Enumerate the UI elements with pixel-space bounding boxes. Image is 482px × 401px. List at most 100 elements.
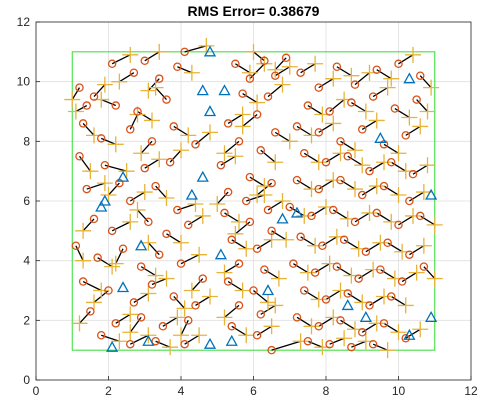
error-line bbox=[336, 66, 352, 77]
estimate-marker bbox=[191, 327, 208, 344]
estimate-marker bbox=[357, 103, 374, 120]
true-position-marker bbox=[386, 157, 396, 167]
true-position-marker bbox=[180, 47, 189, 57]
anchor-marker bbox=[425, 311, 438, 323]
estimate-marker bbox=[281, 58, 298, 75]
error-line bbox=[296, 125, 312, 136]
estimate-marker bbox=[376, 288, 392, 305]
error-line bbox=[166, 233, 182, 244]
x-tick-label: 0 bbox=[33, 384, 40, 398]
anchor-marker bbox=[359, 311, 372, 323]
estimate-marker bbox=[202, 288, 218, 305]
true-position-marker bbox=[223, 119, 233, 128]
estimate-marker bbox=[325, 172, 342, 189]
true-position-marker bbox=[299, 286, 309, 295]
error-line bbox=[361, 185, 378, 196]
error-line bbox=[347, 292, 363, 303]
error-line bbox=[169, 149, 182, 163]
error-line bbox=[380, 269, 396, 280]
estimate-marker bbox=[263, 318, 280, 335]
axis-ticks: 0 2 4 6 8 10 12 0 2 4 6 8 10 12 bbox=[17, 15, 478, 398]
estimate-marker bbox=[325, 115, 342, 132]
error-line bbox=[231, 239, 247, 250]
estimate-marker bbox=[67, 103, 84, 120]
true-position-marker bbox=[82, 101, 92, 110]
true-position-marker bbox=[350, 217, 360, 227]
true-position-marker bbox=[165, 157, 175, 167]
error-line bbox=[235, 63, 251, 74]
error-line bbox=[97, 257, 113, 268]
estimate-marker bbox=[183, 64, 200, 81]
error-line bbox=[289, 206, 305, 217]
true-position-marker bbox=[372, 208, 381, 218]
estimate-marker bbox=[234, 106, 251, 123]
estimate-marker bbox=[408, 264, 425, 281]
true-position-marker bbox=[126, 196, 135, 206]
error-line bbox=[147, 78, 160, 92]
true-position-marker bbox=[405, 250, 414, 259]
anchor-marker bbox=[116, 281, 130, 293]
estimate-marker bbox=[93, 282, 110, 299]
error-line bbox=[242, 93, 258, 104]
error-line bbox=[405, 125, 421, 136]
estimate-marker bbox=[415, 184, 432, 201]
true-position-marker bbox=[183, 220, 193, 230]
error-line bbox=[173, 296, 186, 309]
estimate-marker bbox=[260, 294, 276, 311]
error-line bbox=[220, 155, 236, 166]
true-position-marker bbox=[365, 166, 374, 176]
true-position-marker bbox=[415, 211, 425, 221]
error-line bbox=[151, 277, 167, 286]
true-position-marker bbox=[89, 214, 99, 224]
true-position-marker bbox=[75, 151, 84, 161]
true-position-marker bbox=[263, 205, 273, 215]
error-line bbox=[227, 113, 243, 124]
true-position-marker bbox=[270, 128, 280, 137]
true-position-marker bbox=[314, 83, 323, 92]
true-position-marker bbox=[216, 160, 226, 170]
anchor-marker bbox=[185, 188, 198, 200]
estimate-marker bbox=[274, 76, 291, 93]
estimate-marker bbox=[405, 46, 421, 63]
estimate-marker bbox=[383, 70, 400, 87]
error-line bbox=[267, 200, 283, 211]
estimate-marker bbox=[325, 70, 342, 87]
true-position-marker bbox=[292, 313, 302, 322]
estimate-marker bbox=[198, 37, 215, 54]
estimate-marker bbox=[249, 94, 266, 111]
true-position-marker bbox=[336, 175, 345, 185]
estimate-marker bbox=[270, 270, 287, 287]
anchor-marker bbox=[425, 188, 438, 200]
error-line bbox=[419, 75, 432, 89]
estimate-marker bbox=[122, 46, 139, 63]
error-line bbox=[82, 218, 95, 232]
estimate-marker bbox=[267, 297, 284, 314]
error-line bbox=[318, 78, 334, 89]
error-line bbox=[303, 289, 320, 301]
true-position-marker bbox=[147, 137, 157, 146]
true-position-marker bbox=[82, 184, 92, 194]
estimate-marker bbox=[241, 64, 258, 81]
estimate-marker bbox=[136, 184, 153, 201]
true-position-marker bbox=[154, 250, 164, 259]
error-line bbox=[390, 295, 407, 306]
estimate-marker bbox=[426, 270, 443, 287]
true-position-marker bbox=[245, 172, 255, 182]
y-tick-label: 2 bbox=[23, 313, 30, 327]
true-position-marker bbox=[376, 265, 385, 274]
true-position-marker bbox=[97, 134, 106, 143]
estimate-marker bbox=[379, 342, 396, 359]
estimate-marker bbox=[267, 154, 284, 171]
estimate-marker bbox=[107, 255, 124, 272]
true-position-marker bbox=[245, 217, 255, 227]
estimate-marker bbox=[140, 285, 157, 302]
estimate-marker bbox=[368, 112, 385, 129]
estimate-marker bbox=[299, 264, 316, 281]
estimate-marker bbox=[82, 163, 99, 180]
true-position-marker bbox=[93, 253, 102, 262]
estimate-marker bbox=[368, 178, 385, 195]
true-position-marker bbox=[249, 286, 258, 295]
true-position-marker bbox=[267, 345, 276, 355]
error-line bbox=[307, 340, 323, 348]
true-position-marker bbox=[111, 101, 121, 110]
